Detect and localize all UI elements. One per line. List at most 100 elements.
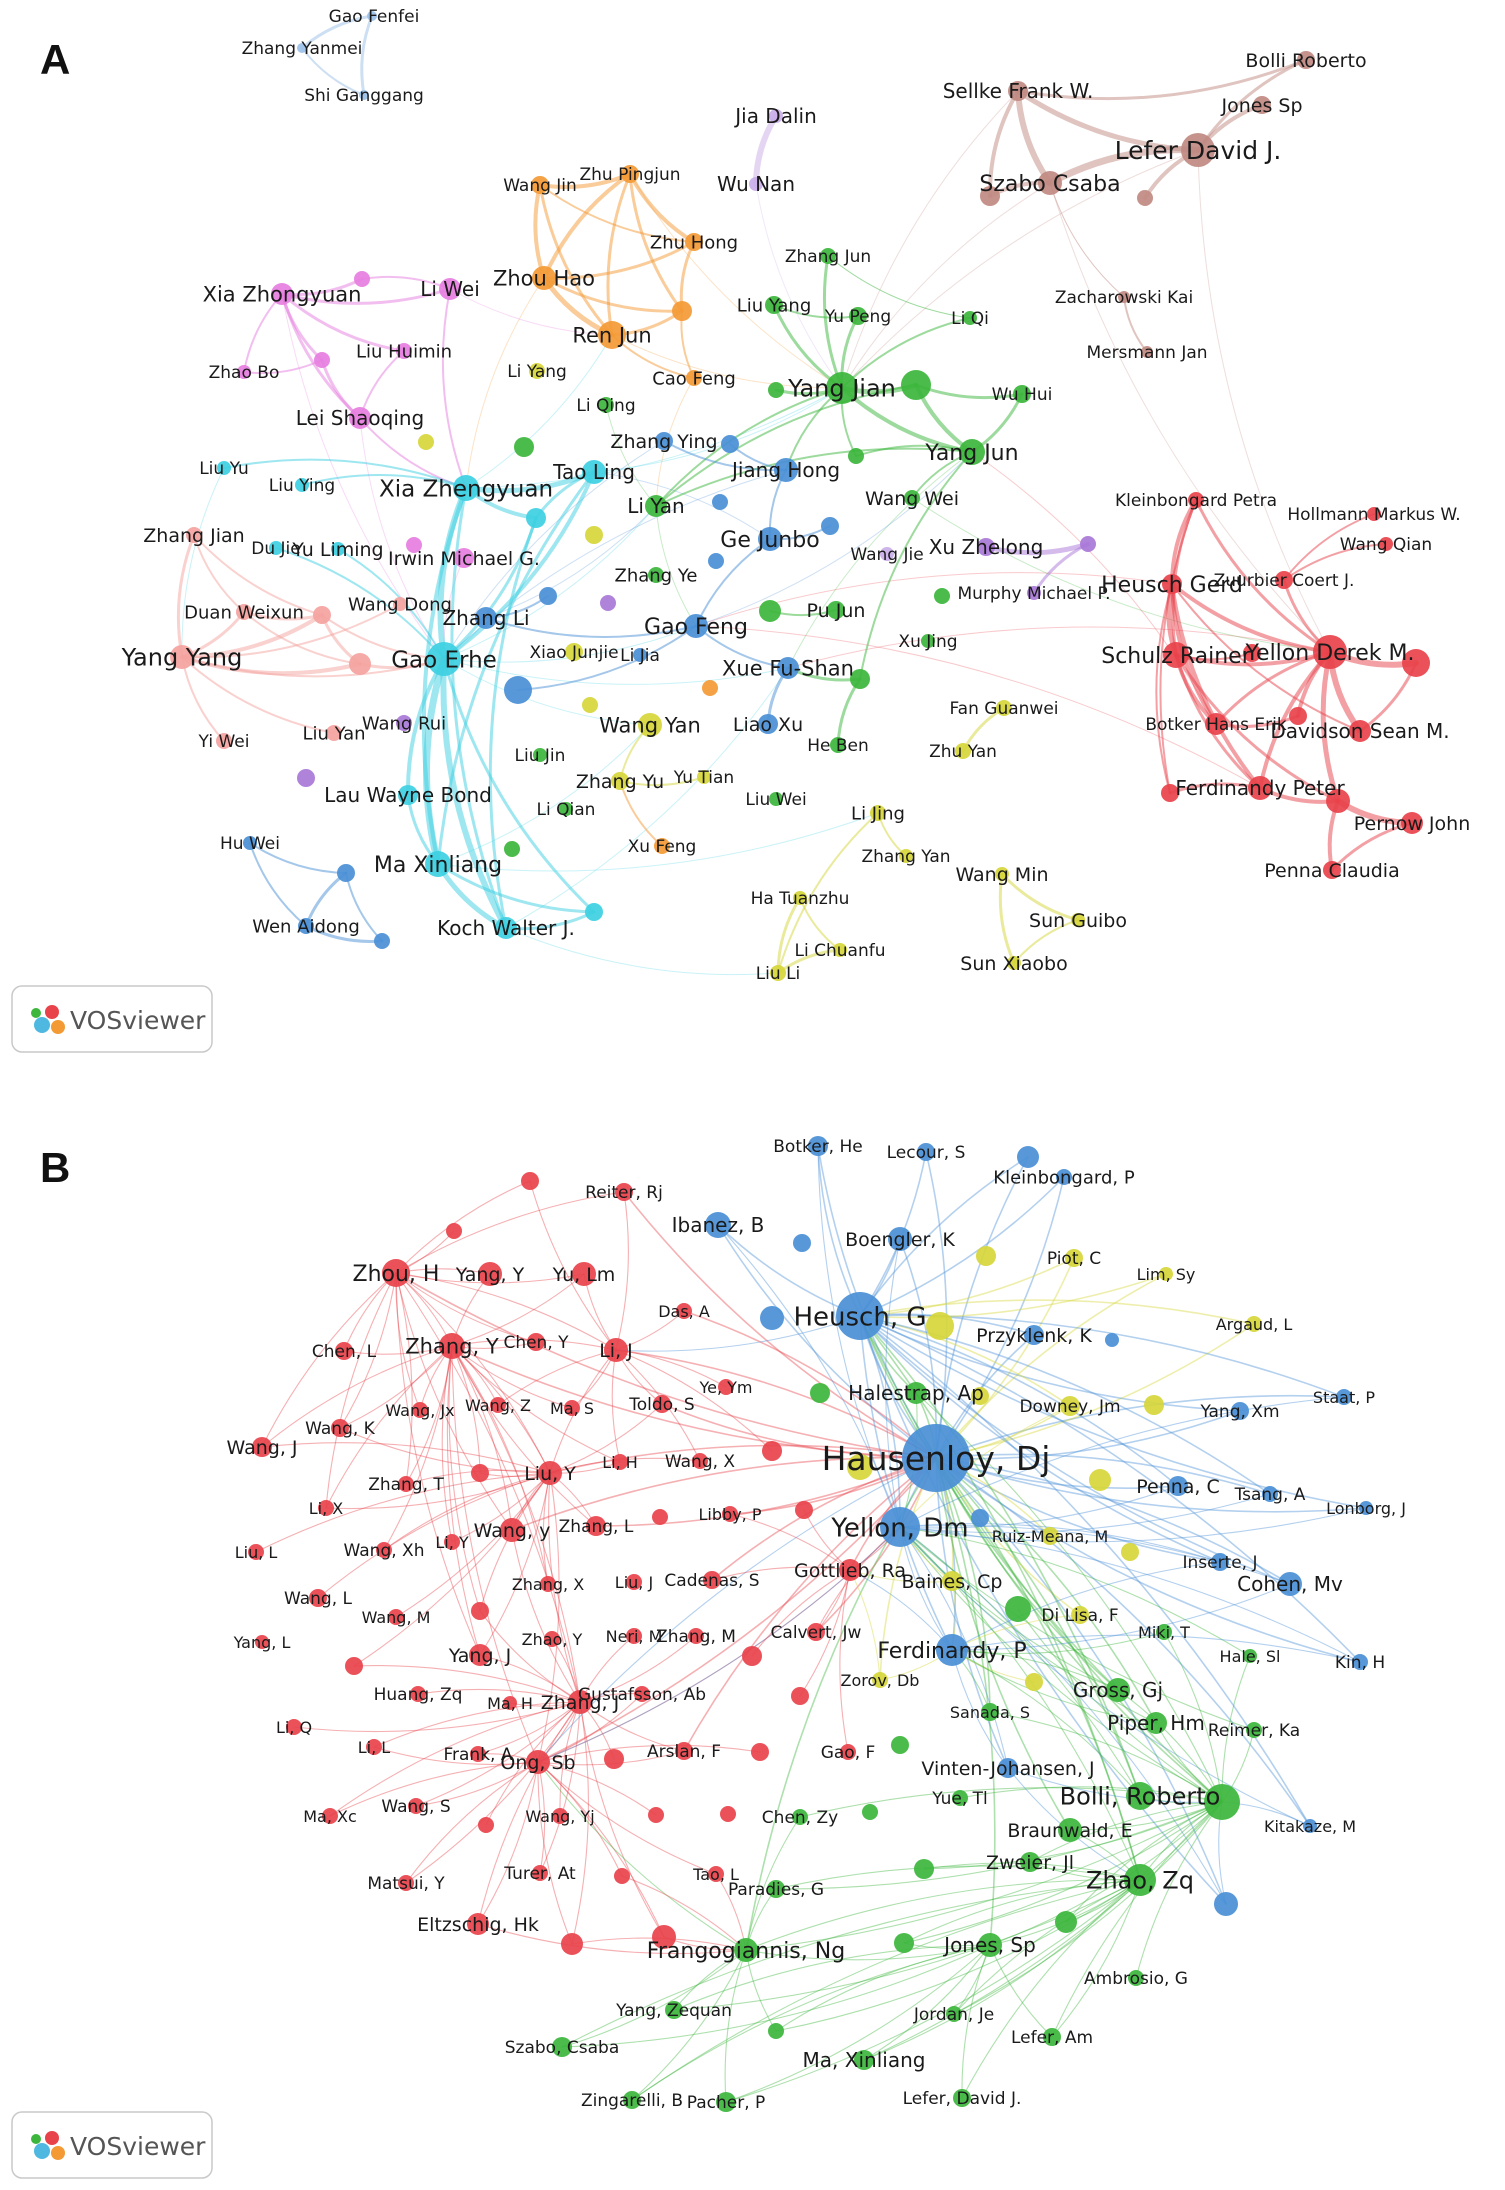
author-node-kleinbongard-b[interactable] (1056, 1169, 1072, 1185)
author-node-sellke[interactable] (1008, 81, 1028, 101)
author-node-li-h[interactable] (612, 1454, 628, 1470)
author-node-gao-erhe[interactable] (427, 642, 461, 676)
author-node-tao-l[interactable] (708, 1866, 724, 1882)
author-node-orange-e1[interactable] (672, 301, 692, 321)
author-node-cohen[interactable] (1278, 1572, 1302, 1596)
author-node-frank[interactable] (470, 1746, 486, 1762)
author-node-arslan[interactable] (675, 1742, 693, 1760)
author-node-szabo-a[interactable] (1038, 171, 1062, 195)
author-node-yu-tian[interactable] (697, 770, 711, 784)
author-node-blue-e7[interactable] (337, 864, 355, 882)
author-node-yellow-b8[interactable] (1025, 1673, 1043, 1691)
author-node-lau-wayne[interactable] (398, 785, 418, 805)
author-node-zhang-j[interactable] (568, 1690, 592, 1714)
author-node-sun-xiaobo[interactable] (1007, 956, 1021, 970)
author-node-yellow-e1[interactable] (418, 434, 434, 450)
author-node-green-e-b4[interactable] (862, 1804, 878, 1820)
author-node-das-a[interactable] (676, 1303, 692, 1319)
author-node-wang-xh[interactable] (376, 1542, 392, 1558)
author-node-green-e-b3[interactable] (891, 1736, 909, 1754)
author-node-red-e-b8[interactable] (791, 1687, 809, 1705)
author-node-yang-jian[interactable] (826, 372, 858, 404)
author-node-lefer-a[interactable] (1181, 133, 1215, 167)
author-node-lim-sy[interactable] (1159, 1267, 1173, 1281)
author-node-green-e3[interactable] (514, 437, 534, 457)
author-node-wu-nan[interactable] (749, 177, 763, 191)
author-node-wang-jx[interactable] (412, 1402, 428, 1418)
author-node-ferdinandy-a[interactable] (1248, 776, 1272, 800)
author-node-piot[interactable] (1065, 1249, 1083, 1267)
author-node-wang-dong[interactable] (393, 597, 407, 611)
author-node-red-e-b14[interactable] (614, 1868, 630, 1884)
author-node-ren-jun[interactable] (598, 321, 626, 349)
author-node-xu-zhelong[interactable] (977, 538, 995, 556)
author-node-purple-e1[interactable] (1080, 536, 1096, 552)
author-node-zhou-h[interactable] (382, 1259, 410, 1287)
author-node-toldo[interactable] (653, 1395, 671, 1413)
author-node-di-lisa[interactable] (1071, 1606, 1089, 1624)
author-node-zhao-y[interactable] (544, 1631, 560, 1647)
author-node-red-top2[interactable] (446, 1223, 462, 1239)
author-node-yellow-e2[interactable] (585, 526, 603, 544)
author-node-pacher[interactable] (716, 2092, 736, 2112)
author-node-blue-e2[interactable] (712, 494, 728, 510)
author-node-ibanez[interactable] (705, 1212, 731, 1238)
author-node-ge-junbo[interactable] (758, 527, 782, 551)
author-node-green-e-b7[interactable] (1055, 1911, 1077, 1933)
author-node-kitakaze[interactable] (1303, 1819, 1317, 1833)
author-node-xia-zy-cyan[interactable] (453, 475, 479, 501)
author-node-ma-h[interactable] (503, 1696, 517, 1710)
author-node-liao-xu[interactable] (758, 714, 778, 734)
author-node-zhang-li[interactable] (475, 607, 497, 629)
author-node-cyan-e1[interactable] (526, 508, 546, 528)
author-node-wang-k[interactable] (331, 1419, 349, 1437)
author-node-yang-xm[interactable] (1231, 1402, 1249, 1420)
author-node-blue-e1[interactable] (721, 435, 739, 453)
author-node-zhang-yanmei[interactable] (297, 43, 307, 53)
author-node-liu-yan[interactable] (326, 725, 342, 741)
author-node-red-e-b12[interactable] (648, 1807, 664, 1823)
author-node-red-e-b10[interactable] (751, 1743, 769, 1761)
author-node-yellow-b4[interactable] (1144, 1395, 1164, 1415)
author-node-liu-ying[interactable] (295, 478, 309, 492)
author-node-yellon-b[interactable] (880, 1507, 920, 1547)
author-node-red-e-b7[interactable] (742, 1646, 762, 1666)
author-node-botker[interactable] (1205, 713, 1227, 735)
author-node-shi-ganggang[interactable] (359, 90, 369, 100)
author-node-eltzschig[interactable] (467, 1913, 489, 1935)
author-node-yu-lm[interactable] (572, 1262, 596, 1286)
author-node-wang-s[interactable] (408, 1798, 424, 1814)
author-node-bolli-r-a[interactable] (1297, 51, 1315, 69)
author-node-przyklenk[interactable] (1024, 1325, 1044, 1345)
author-node-red-e3[interactable] (1289, 707, 1307, 725)
author-node-frangogiannis[interactable] (734, 1938, 758, 1962)
author-node-li-yang[interactable] (529, 363, 545, 379)
author-node-wang-qian[interactable] (1379, 537, 1393, 551)
author-node-wang-yj[interactable] (552, 1808, 568, 1824)
author-node-blue-top1[interactable] (1017, 1146, 1039, 1168)
author-node-wang-wei[interactable] (904, 490, 920, 506)
author-node-liu-l[interactable] (248, 1544, 264, 1560)
author-node-yang-y[interactable] (478, 1262, 502, 1286)
author-node-yi-wei[interactable] (216, 733, 232, 749)
author-node-pink-e2[interactable] (314, 352, 330, 368)
author-node-ha-tuanzhu[interactable] (793, 891, 807, 905)
author-node-zhang-y[interactable] (439, 1333, 465, 1359)
author-node-li-qing[interactable] (598, 397, 614, 413)
author-node-li-qian[interactable] (559, 802, 573, 816)
author-node-li-jia[interactable] (633, 648, 647, 662)
author-node-hausenloy[interactable] (902, 1424, 970, 1492)
author-node-cyan-e2[interactable] (585, 903, 603, 921)
author-node-jordan[interactable] (946, 2006, 962, 2022)
author-node-neri[interactable] (626, 1628, 642, 1644)
author-node-huang-zq[interactable] (410, 1686, 426, 1702)
author-node-wang-y[interactable] (500, 1518, 524, 1542)
author-node-blue-e6[interactable] (504, 676, 532, 704)
author-node-wang-rui[interactable] (396, 715, 412, 731)
author-node-green-e1[interactable] (768, 382, 784, 398)
author-node-braunwald[interactable] (1058, 1818, 1082, 1842)
author-node-yellow-e3[interactable] (582, 697, 598, 713)
author-node-wang-min[interactable] (995, 867, 1009, 881)
author-node-red-e-b6[interactable] (345, 1657, 363, 1675)
author-node-xu-feng[interactable] (654, 838, 670, 854)
